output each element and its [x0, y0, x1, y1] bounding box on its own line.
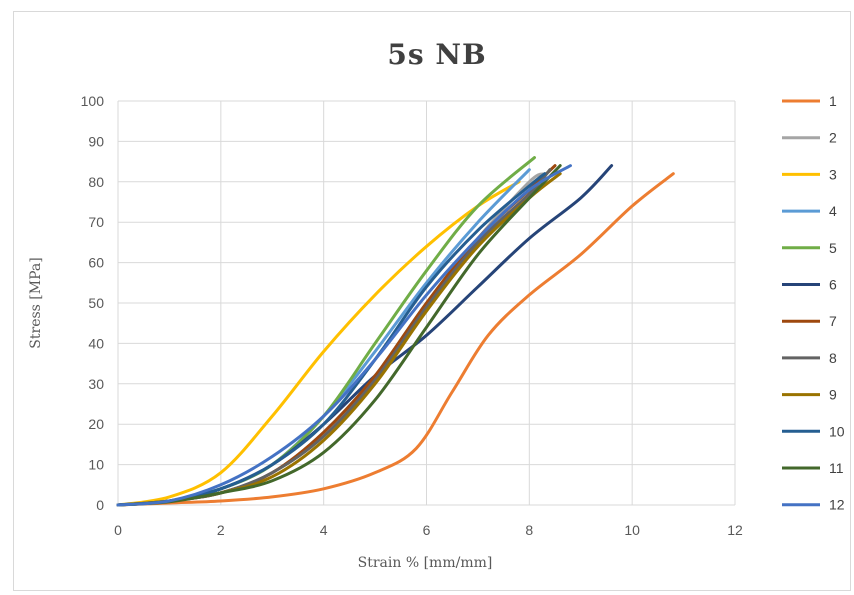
y-tick-label: 20 — [88, 416, 104, 432]
x-tick-label: 6 — [423, 522, 431, 538]
y-tick-label: 90 — [88, 133, 104, 149]
legend-label-9: 9 — [829, 387, 837, 403]
x-axis-label: Strain % [mm/mm] — [358, 555, 493, 571]
y-tick-label: 30 — [88, 376, 104, 392]
y-tick-label: 0 — [96, 497, 104, 513]
series-line-1 — [116, 172, 675, 507]
legend-label-10: 10 — [829, 423, 845, 439]
y-tick-label: 50 — [88, 295, 104, 311]
x-tick-label: 10 — [624, 522, 640, 538]
legend-label-7: 7 — [829, 313, 837, 329]
series-line-11 — [116, 164, 562, 507]
y-tick-label: 100 — [81, 93, 105, 109]
legend-label-11: 11 — [829, 460, 844, 476]
legend-label-2: 2 — [829, 130, 837, 146]
x-tick-label: 2 — [217, 522, 225, 538]
y-tick-label: 10 — [88, 457, 104, 473]
x-tick-label: 8 — [525, 522, 533, 538]
legend-label-5: 5 — [829, 240, 837, 256]
x-tick-label: 4 — [320, 522, 328, 538]
y-tick-label: 70 — [88, 214, 104, 230]
x-tick-label: 12 — [727, 522, 743, 538]
series-line-6 — [116, 164, 614, 507]
y-tick-label: 60 — [88, 255, 104, 271]
x-tick-label: 0 — [114, 522, 122, 538]
legend-label-3: 3 — [829, 166, 837, 182]
legend-label-1: 1 — [829, 93, 837, 109]
series-lines — [116, 156, 675, 507]
chart-title: 5s NB — [387, 38, 486, 71]
grid — [117, 100, 736, 506]
legend-label-8: 8 — [829, 350, 837, 366]
y-tick-label: 80 — [88, 174, 104, 190]
legend-label-4: 4 — [829, 203, 837, 219]
axes: 0 10 20 30 40 50 60 70 80 90 100 0 2 4 6 8 10 12 — [81, 93, 743, 538]
y-axis-label: Stress [MPa] — [28, 257, 44, 348]
series-line-2 — [116, 172, 547, 507]
series-line-10 — [116, 172, 547, 507]
y-tick-label: 40 — [88, 335, 104, 351]
legend-label-6: 6 — [829, 277, 837, 293]
series-line-12 — [116, 164, 572, 507]
legend-label-12: 12 — [829, 497, 845, 513]
series-line-3 — [116, 180, 521, 507]
